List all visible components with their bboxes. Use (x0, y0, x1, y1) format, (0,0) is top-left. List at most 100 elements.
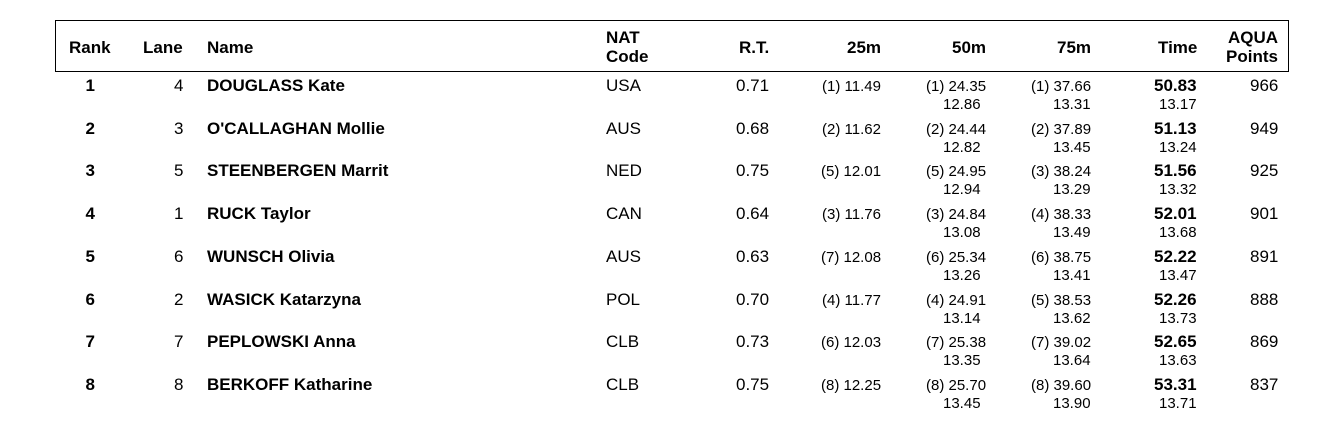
cell-points: 901 (1250, 204, 1279, 224)
split-split75: 13.45 (1053, 138, 1091, 156)
cell-nat: AUS (606, 246, 641, 266)
cell-r75: (7) 39.02 (1031, 334, 1092, 352)
cell-r75: (5) 38.53 (1031, 291, 1092, 309)
split-split50: 13.26 (943, 266, 981, 284)
cell-name: STEENBERGEN Marrit (207, 161, 389, 181)
cell-r50: (7) 25.38 (926, 334, 987, 352)
column-header: NAT (606, 28, 640, 47)
column-header: AQUA (1228, 28, 1279, 47)
cell-r50: (1) 24.35 (926, 78, 987, 95)
split-splitTime: 13.32 (1159, 181, 1197, 199)
cell-rank: 1 (85, 76, 95, 95)
cell-rt: 0.71 (736, 76, 770, 95)
cell-r25: (8) 12.25 (821, 376, 882, 394)
cell-points: 949 (1250, 118, 1279, 138)
column-header: 50m (952, 38, 987, 57)
split-split75: 13.31 (1053, 96, 1091, 113)
cell-rank: 3 (85, 161, 95, 181)
cell-points: 837 (1250, 374, 1279, 394)
cell-nat: CAN (606, 204, 642, 224)
cell-r25: (7) 12.08 (821, 248, 882, 266)
cell-time: 52.22 (1154, 246, 1197, 266)
cell-nat: CLB (606, 332, 640, 352)
cell-lane: 3 (174, 118, 184, 138)
cell-name: WASICK Katarzyna (207, 289, 361, 309)
split-split75: 13.29 (1053, 181, 1091, 199)
cell-lane: 7 (174, 332, 184, 352)
cell-r75: (4) 38.33 (1031, 206, 1092, 224)
cell-nat: USA (606, 76, 641, 95)
cell-time: 51.13 (1154, 118, 1197, 138)
cell-rank: 5 (85, 246, 95, 266)
column-header: 25m (847, 38, 882, 57)
cell-r25: (1) 11.49 (822, 78, 881, 95)
cell-r75: (6) 38.75 (1031, 248, 1092, 266)
split-splitTime: 13.17 (1159, 96, 1197, 113)
cell-r50: (3) 24.84 (926, 206, 987, 224)
cell-name: DOUGLASS Kate (207, 76, 345, 95)
cell-points: 925 (1250, 161, 1279, 181)
column-header: 75m (1057, 38, 1092, 57)
cell-name: BERKOFF Katharine (207, 374, 373, 394)
column-header: Rank (69, 38, 111, 57)
split-splitTime: 13.47 (1159, 266, 1197, 284)
cell-rt: 0.63 (736, 246, 770, 266)
cell-rank: 6 (85, 289, 95, 309)
column-header: R.T. (739, 38, 770, 57)
cell-nat: POL (606, 289, 641, 309)
cell-time: 52.65 (1154, 332, 1197, 352)
cell-rank: 7 (85, 332, 95, 352)
cell-lane: 8 (174, 374, 184, 394)
cell-points: 966 (1250, 76, 1279, 95)
cell-r25: (2) 11.62 (822, 120, 881, 138)
column-header: Lane (143, 38, 183, 57)
cell-time: 53.31 (1154, 374, 1197, 394)
cell-r50: (4) 24.91 (926, 291, 987, 309)
cell-time: 52.01 (1154, 204, 1197, 224)
cell-nat: CLB (606, 374, 640, 394)
cell-nat: AUS (606, 118, 641, 138)
split-split50: 12.82 (943, 138, 981, 156)
cell-r25: (5) 12.01 (821, 163, 882, 181)
split-split75: 13.62 (1053, 309, 1091, 327)
cell-r50: (2) 24.44 (926, 120, 987, 138)
cell-r75: (3) 38.24 (1031, 163, 1092, 181)
header-box (55, 20, 1289, 72)
cell-time: 51.56 (1154, 161, 1197, 181)
split-split75: 13.49 (1053, 224, 1091, 242)
cell-r50: (8) 25.70 (926, 376, 987, 394)
split-split50: 13.08 (943, 224, 981, 242)
cell-lane: 4 (174, 76, 184, 95)
split-split50: 12.94 (943, 181, 981, 199)
cell-name: O'CALLAGHAN Mollie (207, 118, 385, 138)
cell-points: 888 (1250, 289, 1279, 309)
cell-lane: 5 (174, 161, 184, 181)
cell-rt: 0.64 (736, 204, 770, 224)
cell-r75: (8) 39.60 (1031, 376, 1092, 394)
cell-name: WUNSCH Olivia (207, 246, 335, 266)
split-splitTime: 13.63 (1159, 352, 1197, 370)
cell-points: 891 (1250, 246, 1279, 266)
cell-r75: (2) 37.89 (1031, 120, 1092, 138)
cell-time: 52.26 (1154, 289, 1197, 309)
cell-rt: 0.68 (736, 118, 770, 138)
split-splitTime: 13.24 (1159, 138, 1197, 156)
split-split50: 12.86 (943, 96, 981, 113)
cell-lane: 2 (174, 289, 184, 309)
column-header: Time (1158, 38, 1198, 57)
split-split75: 13.90 (1053, 394, 1091, 412)
cell-lane: 6 (174, 246, 184, 266)
cell-name: PEPLOWSKI Anna (207, 332, 356, 352)
cell-rank: 4 (85, 204, 95, 224)
cell-rt: 0.70 (736, 289, 770, 309)
split-split50: 13.45 (943, 394, 981, 412)
cell-time: 50.83 (1154, 76, 1197, 95)
cell-points: 869 (1250, 332, 1279, 352)
split-split50: 13.14 (943, 309, 981, 327)
cell-r50: (5) 24.95 (926, 163, 987, 181)
cell-rt: 0.75 (736, 161, 770, 181)
split-split75: 13.41 (1053, 266, 1091, 284)
cell-r25: (3) 11.76 (822, 206, 881, 224)
column-header: Code (606, 47, 649, 66)
